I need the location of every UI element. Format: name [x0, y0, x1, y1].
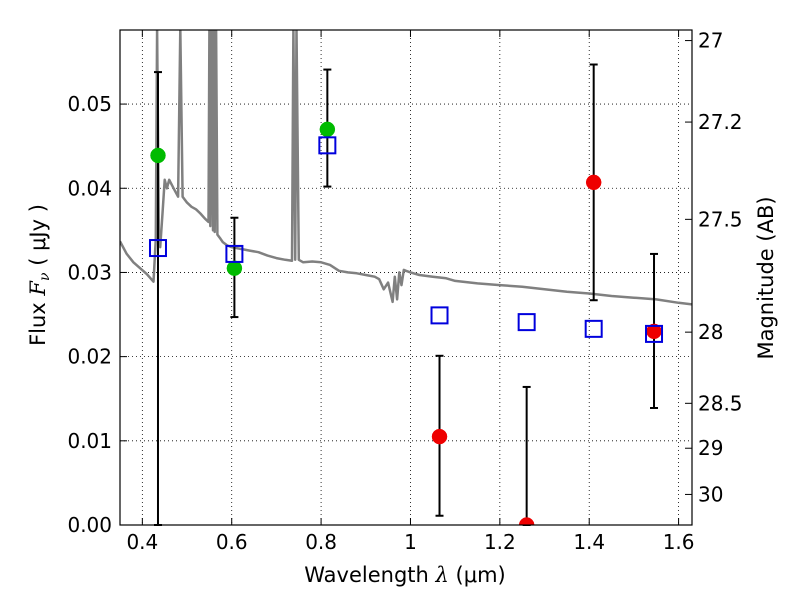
- y-tick-label: 0.00: [67, 513, 112, 537]
- right-tick-label: 28.5: [698, 391, 743, 415]
- x-tick-label: 0.6: [216, 530, 248, 554]
- marker-layer: [148, 121, 664, 525]
- y-axis-label: Flux Fν ( μJy ): [26, 204, 53, 346]
- sed-line: [120, 30, 692, 306]
- tick-layer: 0.4 0.6 0.8 1 1.2 1.4 1.6 0.00 0.01 0.02 0.03 0.04 0…: [67, 29, 742, 554]
- flux-point: [226, 260, 243, 276]
- model-square-marker: [225, 244, 244, 263]
- x-tick-label: 1: [404, 530, 417, 554]
- right-tick-label: 28: [698, 320, 723, 344]
- y-tick-label: 0.05: [67, 92, 112, 116]
- x-tick-label: 0.8: [305, 530, 337, 554]
- flux-point: [518, 517, 535, 525]
- right-tick-label: 30: [698, 482, 723, 506]
- flux-point: [431, 428, 448, 445]
- right-tick-label: 29: [698, 436, 723, 460]
- y-tick-label: 0.04: [67, 176, 112, 200]
- model-square-marker: [430, 306, 449, 325]
- x-axis-label: Wavelength λ (μm): [304, 563, 505, 587]
- x-tick-label: 1.6: [663, 530, 695, 554]
- model-square-marker: [645, 324, 664, 343]
- model-square-marker: [517, 313, 536, 332]
- right-tick-label: 27.2: [698, 110, 743, 134]
- model-square-marker: [148, 239, 167, 258]
- right-axis-label: Magnitude (AB): [754, 196, 778, 359]
- sed-layer: [120, 30, 692, 306]
- x-tick-label: 1.2: [484, 530, 516, 554]
- model-square-marker: [584, 319, 603, 338]
- y-tick-label: 0.02: [67, 345, 112, 369]
- flux-point: [585, 174, 602, 191]
- right-tick-label: 27.5: [698, 207, 743, 231]
- flux-point: [319, 121, 336, 138]
- y-tick-label: 0.03: [67, 260, 112, 284]
- flux-point: [150, 147, 166, 164]
- plot-frame: [119, 29, 693, 526]
- x-tick-label: 1.4: [573, 530, 605, 554]
- model-square-marker: [318, 136, 337, 155]
- x-tick-label: 0.4: [126, 530, 158, 554]
- right-tick-label: 27: [698, 29, 723, 53]
- y-tick-label: 0.01: [67, 429, 112, 453]
